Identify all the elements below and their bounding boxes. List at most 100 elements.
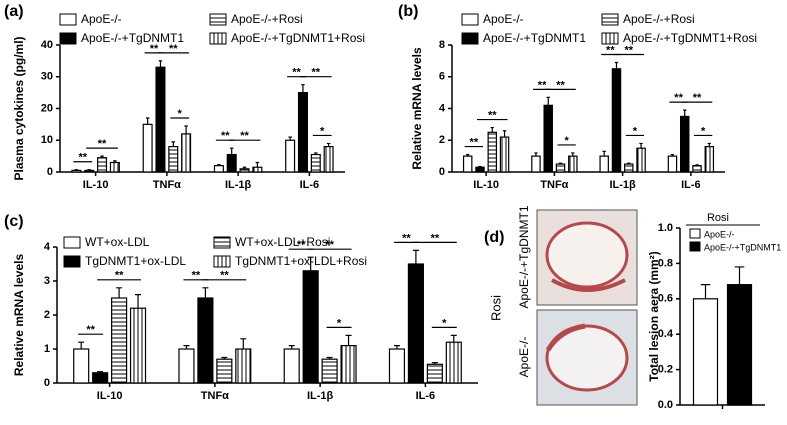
bar — [499, 136, 510, 173]
x-tick-label: IL-1β — [307, 390, 334, 402]
bar — [235, 348, 252, 384]
error-bar — [345, 334, 352, 346]
legend-label: ApoE-/-+TgDNMT1+Rosi — [623, 31, 757, 45]
x-tick-label: IL-6 — [416, 390, 436, 402]
error-bar — [240, 338, 247, 349]
legend-label: ApoE-/- — [81, 12, 122, 26]
significance-label: ** — [79, 152, 88, 164]
error-bar — [466, 153, 470, 157]
legend-label: ApoE-/-+TgDNMT1 — [483, 31, 586, 45]
bar — [704, 146, 715, 173]
error-bar — [100, 155, 104, 158]
error-bar — [202, 287, 209, 298]
x-tick-label: IL-10 — [97, 390, 123, 402]
bar — [636, 147, 646, 173]
error-bar — [74, 169, 79, 171]
legend-label: ApoE-/-+Rosi — [623, 12, 695, 26]
bar — [178, 348, 195, 384]
vessel-outline — [545, 324, 629, 392]
bar — [624, 163, 634, 173]
bar — [297, 92, 308, 173]
y-axis-label: Relative mRNA levels — [410, 47, 424, 170]
vessel-outline — [545, 221, 629, 289]
error-bar — [326, 356, 333, 360]
error-bar — [695, 164, 699, 166]
bar — [239, 168, 250, 173]
bar — [726, 284, 753, 406]
bar — [555, 163, 566, 173]
error-bar — [87, 169, 91, 171]
legend-label: ApoE-/-+Rosi — [231, 12, 303, 26]
bar — [252, 166, 263, 173]
bar — [568, 155, 578, 173]
y-tick-label: 10 — [41, 134, 53, 146]
bar — [197, 297, 214, 384]
error-bar — [670, 153, 675, 157]
bar — [611, 68, 622, 173]
legend-label: TgDNMT1+ox-LDL — [85, 254, 186, 268]
bar — [426, 363, 443, 384]
significance-label: * — [442, 317, 447, 329]
y-tick-label: 0.4 — [658, 328, 674, 340]
error-bar — [639, 142, 643, 149]
y-tick-label: 0 — [44, 377, 50, 389]
x-tick-label: IL-6 — [300, 179, 320, 191]
bar — [388, 348, 406, 384]
significance-label: * — [320, 125, 325, 137]
error-bar — [183, 345, 190, 349]
significance-label: * — [337, 317, 342, 329]
significance-label: ** — [402, 232, 411, 244]
error-bar — [546, 96, 550, 106]
legend-swatch — [461, 32, 479, 45]
error-bar — [288, 136, 292, 141]
error-bar — [700, 284, 711, 299]
x-tick-label: IL-6 — [681, 179, 701, 191]
image-label: ApoE-/-+TgDNMT1 — [517, 205, 531, 308]
bar — [487, 131, 498, 173]
bar — [310, 153, 321, 173]
bar — [216, 358, 233, 384]
bar — [111, 297, 128, 384]
y-tick-label: 0.2 — [658, 364, 673, 376]
significance-label: ** — [297, 239, 306, 251]
error-bar — [602, 150, 606, 157]
significance-label: ** — [240, 130, 249, 142]
bar — [321, 358, 338, 384]
legend-swatch — [689, 241, 701, 252]
error-bar — [307, 256, 314, 271]
significance-label: ** — [693, 92, 702, 104]
x-tick-label: TNFα — [201, 390, 229, 402]
error-bar — [301, 84, 305, 93]
significance-label: * — [565, 135, 570, 147]
significance-label: ** — [488, 109, 497, 121]
significance-label: ** — [86, 324, 95, 336]
bar — [283, 348, 300, 384]
y-tick-label: 20 — [41, 102, 53, 114]
error-bar — [78, 341, 85, 349]
error-bar — [534, 152, 538, 157]
bar — [129, 307, 147, 384]
bar — [73, 348, 90, 384]
panel-label: (b) — [398, 3, 418, 20]
error-bar — [97, 371, 104, 373]
significance-label: ** — [115, 270, 124, 282]
significance-label: ** — [606, 44, 615, 56]
y-tick-label: 2 — [44, 309, 50, 321]
significance-label: ** — [674, 92, 683, 104]
bar — [181, 133, 192, 173]
error-bar — [502, 130, 507, 138]
y-tick-label: 2 — [439, 134, 445, 146]
y-tick-label: 0.0 — [658, 399, 673, 411]
error-bar — [221, 356, 228, 360]
x-tick-label: IL-10 — [83, 179, 109, 191]
legend-swatch — [63, 255, 81, 268]
significance-label: ** — [470, 136, 479, 148]
bar — [285, 139, 296, 173]
error-bar — [431, 362, 438, 365]
y-tick-label: 8 — [439, 39, 445, 51]
legend-swatch — [601, 32, 619, 45]
legend-swatch — [63, 236, 81, 249]
error-bar — [412, 249, 419, 264]
panel-label: (d) — [484, 229, 504, 246]
